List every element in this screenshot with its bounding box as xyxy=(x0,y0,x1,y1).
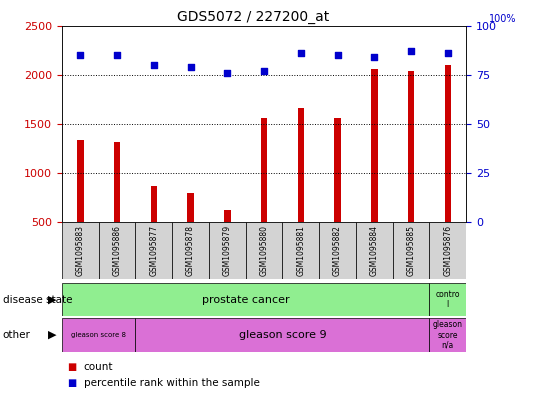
Text: gleason score 9: gleason score 9 xyxy=(239,330,326,340)
Bar xyxy=(150,185,157,222)
Point xyxy=(296,50,305,56)
Bar xyxy=(356,222,393,279)
Point xyxy=(113,52,121,58)
Point xyxy=(223,70,232,76)
Text: GSM1095882: GSM1095882 xyxy=(333,225,342,276)
Bar xyxy=(445,65,451,222)
Bar xyxy=(77,140,84,222)
Bar xyxy=(371,69,378,222)
Text: gleason
score
n/a: gleason score n/a xyxy=(433,320,463,350)
Text: GSM1095883: GSM1095883 xyxy=(76,225,85,276)
Bar xyxy=(114,142,120,222)
Text: contro
l: contro l xyxy=(436,290,460,309)
Text: GSM1095879: GSM1095879 xyxy=(223,225,232,276)
Bar xyxy=(62,318,135,352)
Text: GSM1095877: GSM1095877 xyxy=(149,225,158,276)
Text: ▶: ▶ xyxy=(48,295,57,305)
Point xyxy=(444,50,452,56)
Text: ■: ■ xyxy=(67,362,77,373)
Bar xyxy=(282,222,319,279)
Text: percentile rank within the sample: percentile rank within the sample xyxy=(84,378,259,388)
Bar xyxy=(393,222,430,279)
Bar xyxy=(224,210,231,222)
Text: GSM1095884: GSM1095884 xyxy=(370,225,379,276)
Text: gleason score 8: gleason score 8 xyxy=(71,332,126,338)
Point xyxy=(370,54,379,60)
Text: GSM1095886: GSM1095886 xyxy=(113,225,122,276)
Bar xyxy=(62,222,99,279)
Text: GDS5072 / 227200_at: GDS5072 / 227200_at xyxy=(177,10,329,24)
Bar xyxy=(135,318,430,352)
Bar xyxy=(298,108,304,222)
Text: 100%: 100% xyxy=(489,14,516,24)
Text: prostate cancer: prostate cancer xyxy=(202,295,289,305)
Bar xyxy=(408,71,414,222)
Text: ▶: ▶ xyxy=(48,330,57,340)
Point xyxy=(186,64,195,70)
Bar xyxy=(430,222,466,279)
Bar xyxy=(135,222,172,279)
Bar xyxy=(99,222,135,279)
Bar xyxy=(319,222,356,279)
Text: GSM1095876: GSM1095876 xyxy=(444,225,452,276)
Text: disease state: disease state xyxy=(3,295,72,305)
Text: count: count xyxy=(84,362,113,373)
Bar xyxy=(209,222,246,279)
Bar xyxy=(430,283,466,316)
Point xyxy=(76,52,85,58)
Bar xyxy=(334,118,341,222)
Bar xyxy=(246,222,282,279)
Point xyxy=(260,68,268,74)
Bar xyxy=(430,318,466,352)
Text: other: other xyxy=(3,330,31,340)
Text: GSM1095885: GSM1095885 xyxy=(406,225,416,276)
Bar xyxy=(261,118,267,222)
Text: ■: ■ xyxy=(67,378,77,388)
Bar xyxy=(188,193,194,222)
Point xyxy=(407,48,416,54)
Point xyxy=(149,62,158,68)
Point xyxy=(333,52,342,58)
Bar xyxy=(172,222,209,279)
Text: GSM1095880: GSM1095880 xyxy=(260,225,268,276)
Text: GSM1095878: GSM1095878 xyxy=(186,225,195,276)
Text: GSM1095881: GSM1095881 xyxy=(296,225,306,276)
